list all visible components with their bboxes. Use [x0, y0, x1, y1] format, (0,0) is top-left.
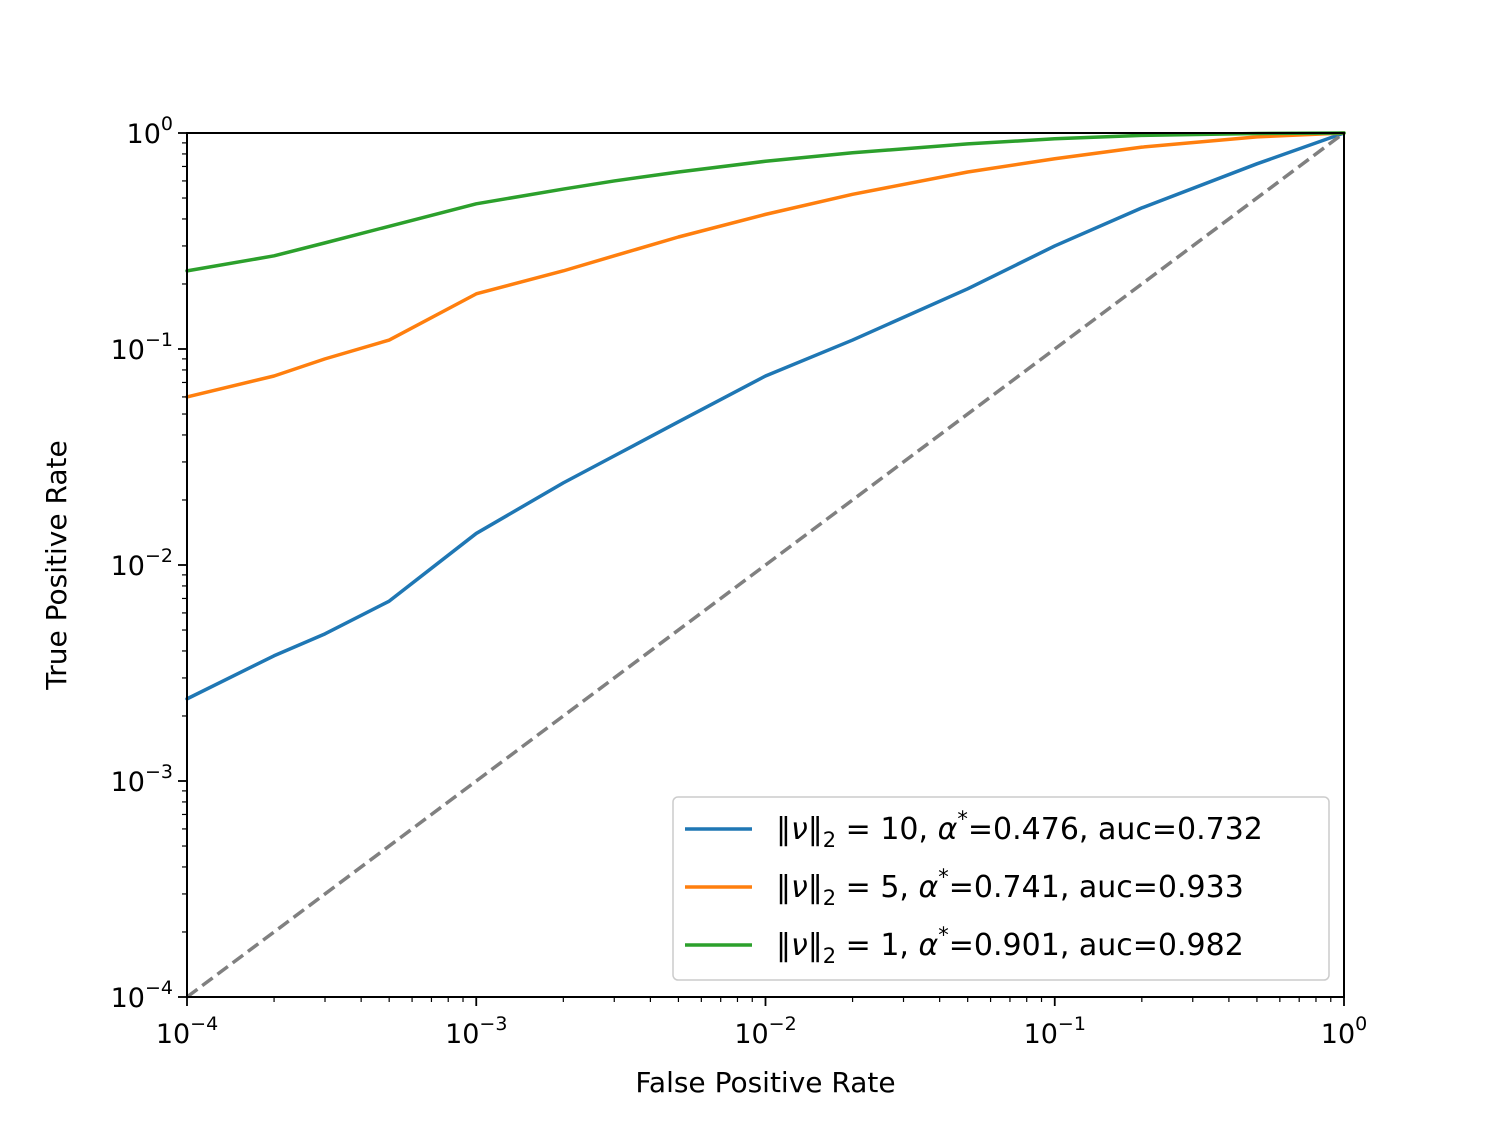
series-layer — [185, 131, 1346, 999]
y-axis-label: True Positive Rate — [40, 440, 73, 690]
y-tick-label: 10−1 — [111, 329, 173, 366]
series-line-1 — [185, 131, 1346, 701]
y-tick-label: 10−2 — [111, 545, 173, 582]
legend-box — [672, 796, 1330, 981]
legend: ‖ν‖2 = 10, α*=0.476, auc=0.732 ‖ν‖2 = 5, … — [672, 796, 1330, 981]
ticks-layer: 10−4 10−3 10−2 10−1 100 10−4 10−3 10−2 10−1 100 — [111, 113, 1368, 1050]
x-tick-label: 10−2 — [734, 1013, 796, 1050]
x-tick-label: 10−3 — [445, 1013, 507, 1050]
chance-diagonal-line — [185, 131, 1346, 999]
x-tick-label: 100 — [1321, 1013, 1367, 1050]
y-tick-label: 10−3 — [111, 761, 173, 798]
series-line-3 — [185, 131, 1346, 273]
series-line-2 — [185, 131, 1346, 399]
legend-entry-label: ‖ν‖2 = 10, α*=0.476, auc=0.732 — [776, 807, 1263, 852]
y-tick-label: 100 — [127, 113, 173, 150]
x-tick-label: 10−1 — [1024, 1013, 1086, 1050]
legend-entry-label: ‖ν‖2 = 1, α*=0.901, auc=0.982 — [776, 923, 1244, 968]
plot-frame — [186, 132, 1345, 998]
y-tick-label: 10−4 — [111, 977, 173, 1014]
x-tick-label: 10−4 — [156, 1013, 218, 1050]
legend-entry-label: ‖ν‖2 = 5, α*=0.741, auc=0.933 — [776, 865, 1244, 910]
x-axis-label: False Positive Rate — [635, 1066, 895, 1099]
